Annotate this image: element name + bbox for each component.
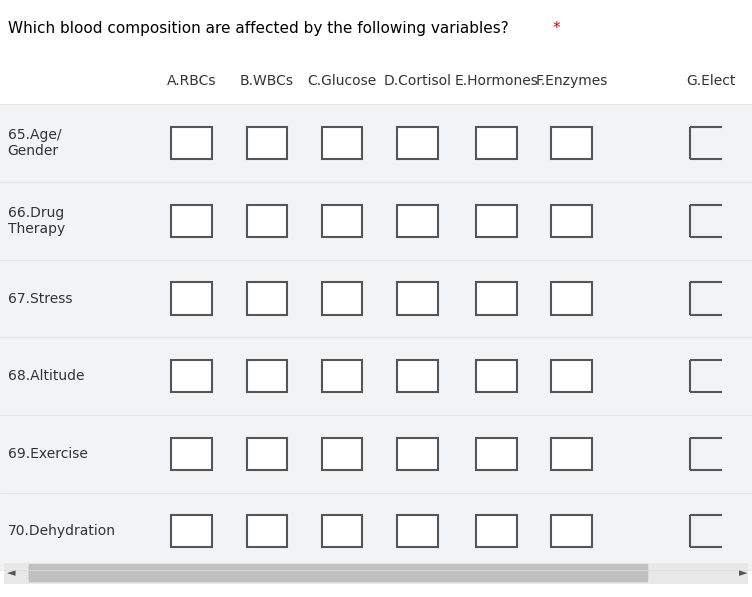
Text: G.Elect: G.Elect	[686, 73, 735, 88]
FancyBboxPatch shape	[171, 515, 212, 547]
FancyBboxPatch shape	[0, 337, 752, 415]
Text: *: *	[553, 21, 560, 36]
FancyBboxPatch shape	[322, 438, 362, 470]
FancyBboxPatch shape	[0, 493, 752, 570]
FancyBboxPatch shape	[0, 415, 752, 493]
FancyBboxPatch shape	[397, 205, 438, 237]
FancyBboxPatch shape	[247, 127, 287, 159]
FancyBboxPatch shape	[551, 127, 592, 159]
FancyBboxPatch shape	[247, 282, 287, 315]
FancyBboxPatch shape	[397, 360, 438, 392]
FancyBboxPatch shape	[476, 360, 517, 392]
Text: ►: ►	[738, 568, 747, 578]
FancyBboxPatch shape	[4, 562, 748, 584]
FancyBboxPatch shape	[397, 438, 438, 470]
FancyBboxPatch shape	[397, 282, 438, 315]
FancyBboxPatch shape	[247, 360, 287, 392]
Text: 67.Stress: 67.Stress	[8, 291, 72, 306]
FancyBboxPatch shape	[171, 127, 212, 159]
FancyBboxPatch shape	[322, 282, 362, 315]
Text: F.Enzymes: F.Enzymes	[535, 73, 608, 88]
Text: E.Hormones: E.Hormones	[454, 73, 538, 88]
Text: 66.Drug
Therapy: 66.Drug Therapy	[8, 206, 65, 236]
FancyBboxPatch shape	[476, 127, 517, 159]
FancyBboxPatch shape	[0, 182, 752, 260]
FancyBboxPatch shape	[322, 360, 362, 392]
FancyBboxPatch shape	[551, 205, 592, 237]
Text: A.RBCs: A.RBCs	[167, 73, 217, 88]
FancyBboxPatch shape	[397, 127, 438, 159]
Text: ◄: ◄	[7, 568, 16, 578]
FancyBboxPatch shape	[171, 282, 212, 315]
Text: 65.Age/
Gender: 65.Age/ Gender	[8, 128, 61, 158]
Text: 69.Exercise: 69.Exercise	[8, 447, 87, 461]
FancyBboxPatch shape	[247, 515, 287, 547]
Text: Which blood composition are affected by the following variables?: Which blood composition are affected by …	[8, 21, 513, 36]
FancyBboxPatch shape	[476, 282, 517, 315]
Text: B.WBCs: B.WBCs	[240, 73, 294, 88]
Text: 70.Dehydration: 70.Dehydration	[8, 524, 116, 538]
FancyBboxPatch shape	[551, 282, 592, 315]
FancyBboxPatch shape	[0, 0, 752, 104]
FancyBboxPatch shape	[397, 515, 438, 547]
FancyBboxPatch shape	[171, 205, 212, 237]
FancyBboxPatch shape	[476, 438, 517, 470]
FancyBboxPatch shape	[551, 360, 592, 392]
FancyBboxPatch shape	[29, 564, 648, 583]
FancyBboxPatch shape	[0, 260, 752, 337]
Text: 68.Altitude: 68.Altitude	[8, 369, 84, 383]
FancyBboxPatch shape	[551, 438, 592, 470]
Text: D.Cortisol: D.Cortisol	[384, 73, 451, 88]
FancyBboxPatch shape	[171, 438, 212, 470]
FancyBboxPatch shape	[476, 205, 517, 237]
FancyBboxPatch shape	[247, 438, 287, 470]
FancyBboxPatch shape	[476, 515, 517, 547]
FancyBboxPatch shape	[322, 127, 362, 159]
FancyBboxPatch shape	[322, 515, 362, 547]
FancyBboxPatch shape	[0, 104, 752, 182]
FancyBboxPatch shape	[551, 515, 592, 547]
FancyBboxPatch shape	[322, 205, 362, 237]
FancyBboxPatch shape	[247, 205, 287, 237]
FancyBboxPatch shape	[171, 360, 212, 392]
Text: C.Glucose: C.Glucose	[308, 73, 377, 88]
